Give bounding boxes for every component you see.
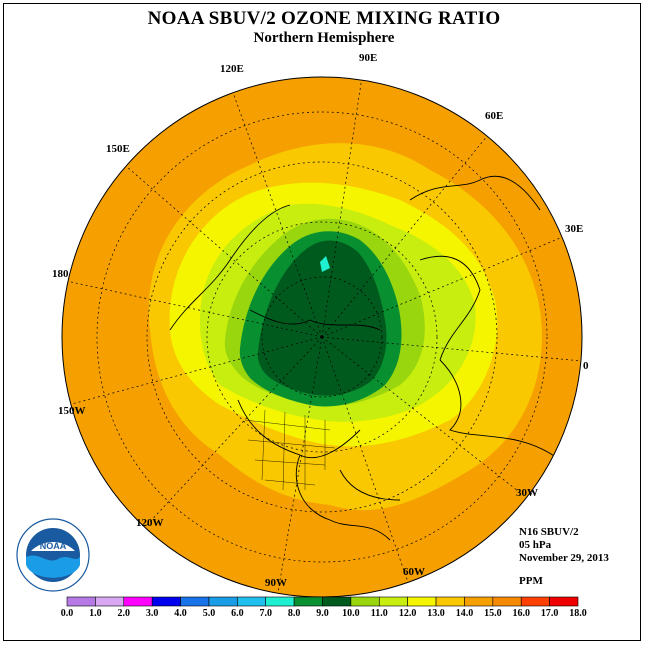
colorbar-tick-label: 0.0 <box>60 608 74 619</box>
colorbar-tick-label: 1.0 <box>89 608 102 619</box>
state-grid <box>244 409 336 491</box>
colorbar-tick-label: 14.0 <box>455 608 474 619</box>
colorbar-tick-label: 17.0 <box>540 608 559 619</box>
coastlines <box>169 175 561 541</box>
colorbar-tick-label: 13.0 <box>427 608 445 619</box>
lon-label-180: 180 <box>52 268 69 280</box>
contour-8-9 <box>257 240 387 396</box>
colorbar-tick-label: 5.0 <box>202 608 216 619</box>
colorbar-tick-label: 7.0 <box>259 608 272 619</box>
map-frame <box>3 3 641 641</box>
pressure-label: 05 hPa <box>519 539 552 551</box>
map-subtitle: Northern Hemisphere <box>253 30 395 46</box>
units-label: PPM <box>519 575 543 587</box>
colorbar-tick-label: 9.0 <box>316 608 329 619</box>
colorbar-tick-label: 3.0 <box>145 608 159 619</box>
colorbar-tick-label: 8.0 <box>287 608 301 619</box>
lon-label-90e: 90E <box>359 52 378 64</box>
colorbar-tick-label: 16.0 <box>512 608 530 619</box>
date-label: November 29, 2013 <box>519 552 609 564</box>
lon-label-0: 0 <box>583 360 589 372</box>
logo-text: NOAA <box>40 541 67 551</box>
colorbar-tick-label: 10.0 <box>342 608 360 619</box>
colorbar-tick-label: 18.0 <box>569 608 587 619</box>
lon-label-30e: 30E <box>565 223 584 235</box>
map-title: NOAA SBUV/2 OZONE MIXING RATIO <box>147 8 501 29</box>
colorbar-tick-label: 12.0 <box>398 608 417 619</box>
lon-label-60e: 60E <box>485 110 504 122</box>
lon-label-90w: 90W <box>265 577 287 589</box>
lon-label-150e: 150E <box>106 143 130 155</box>
colorbar-tick-label: 2.0 <box>117 608 131 619</box>
lon-label-120e: 120E <box>220 63 244 75</box>
colorbar-tick-label: 15.0 <box>484 608 502 619</box>
colorbar-tick-label: 6.0 <box>231 608 244 619</box>
lon-label-60w: 60W <box>403 566 425 578</box>
noaa-logo: NOAA <box>16 518 90 592</box>
contour-7-8 <box>320 256 330 272</box>
lon-label-150w: 150W <box>58 405 86 417</box>
colorbar-tick-label: 11.0 <box>370 608 388 619</box>
colorbar-tick-label: 4.0 <box>174 608 187 619</box>
lon-label-30w: 30W <box>516 487 538 499</box>
graticule <box>62 77 582 593</box>
instrument-label: N16 SBUV/2 <box>519 526 579 538</box>
lon-label-120w: 120W <box>136 517 164 529</box>
